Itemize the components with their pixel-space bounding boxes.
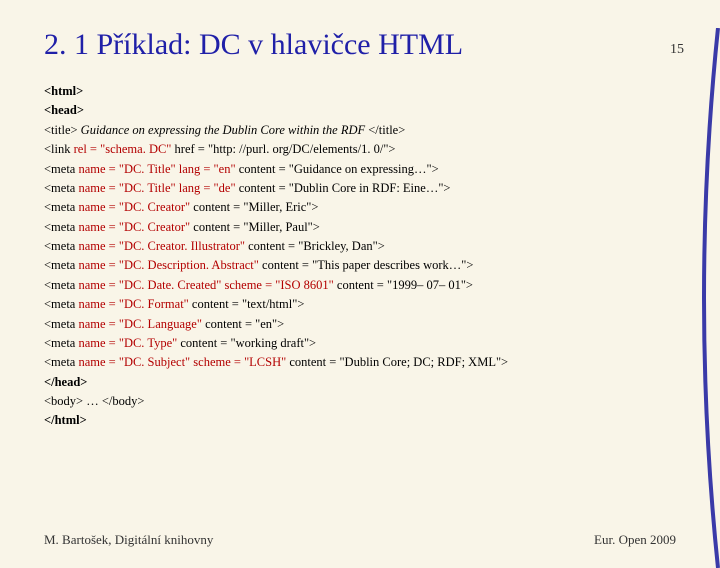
code-line: <meta name = "DC. Description. Abstract"… <box>44 256 690 275</box>
code-line: <meta name = "DC. Title" lang = "de" con… <box>44 179 690 198</box>
code-line: <meta name = "DC. Date. Created" scheme … <box>44 276 690 295</box>
footer-left: M. Bartošek, Digitální knihovny <box>44 532 213 548</box>
code-line: <meta name = "DC. Creator. Illustrator" … <box>44 237 690 256</box>
footer: M. Bartošek, Digitální knihovny Eur. Ope… <box>44 532 676 548</box>
slide-heading: 2. 1 Příklad: DC v hlavičce HTML <box>44 28 720 62</box>
code-line: <link rel = "schema. DC" href = "http: /… <box>44 140 690 159</box>
code-line: <meta name = "DC. Subject" scheme = "LCS… <box>44 353 690 372</box>
code-line: </head> <box>44 373 690 392</box>
code-example: <html><head><title> Guidance on expressi… <box>44 82 690 431</box>
code-line: </html> <box>44 411 690 430</box>
code-line: <meta name = "DC. Creator" content = "Mi… <box>44 198 690 217</box>
code-line: <html> <box>44 82 690 101</box>
footer-right: Eur. Open 2009 <box>594 532 676 548</box>
code-line: <meta name = "DC. Language" content = "e… <box>44 315 690 334</box>
code-line: <meta name = "DC. Format" content = "tex… <box>44 295 690 314</box>
code-line: <body> … </body> <box>44 392 690 411</box>
code-line: <title> Guidance on expressing the Dubli… <box>44 121 690 140</box>
code-line: <meta name = "DC. Title" lang = "en" con… <box>44 160 690 179</box>
code-line: <meta name = "DC. Type" content = "worki… <box>44 334 690 353</box>
code-line: <head> <box>44 101 690 120</box>
code-line: <meta name = "DC. Creator" content = "Mi… <box>44 218 690 237</box>
page-number: 15 <box>670 42 684 58</box>
